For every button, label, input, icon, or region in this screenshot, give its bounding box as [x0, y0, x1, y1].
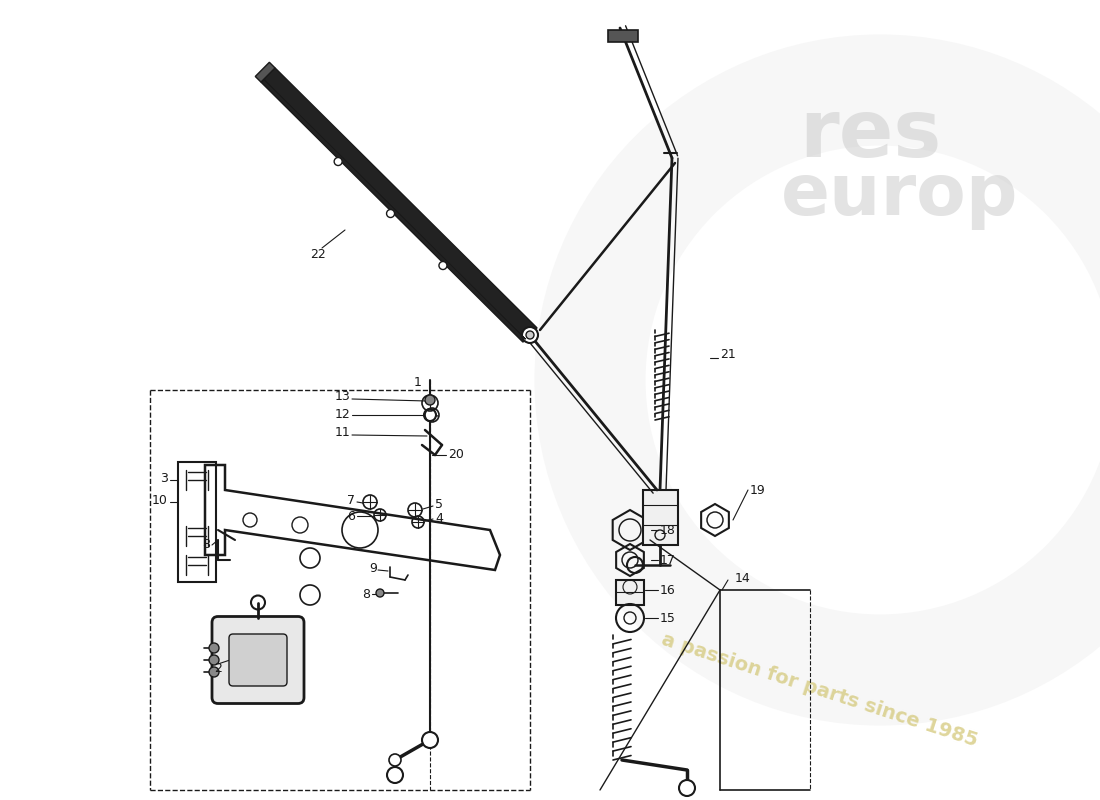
- Circle shape: [425, 395, 435, 405]
- Text: 1: 1: [414, 377, 422, 390]
- Circle shape: [209, 667, 219, 677]
- Circle shape: [387, 767, 403, 783]
- Text: 12: 12: [334, 407, 350, 421]
- Text: 16: 16: [660, 583, 675, 597]
- Text: 9: 9: [370, 562, 377, 574]
- Circle shape: [439, 262, 447, 270]
- Text: 10: 10: [152, 494, 168, 506]
- Text: 14: 14: [735, 571, 750, 585]
- Text: 6: 6: [348, 510, 355, 522]
- FancyBboxPatch shape: [212, 617, 304, 703]
- Text: europ: europ: [781, 161, 1019, 230]
- Polygon shape: [261, 68, 537, 342]
- Circle shape: [209, 643, 219, 653]
- Circle shape: [522, 327, 538, 343]
- Text: 22: 22: [310, 249, 326, 262]
- Text: 8: 8: [362, 587, 370, 601]
- Circle shape: [376, 589, 384, 597]
- Bar: [616, 580, 644, 605]
- Circle shape: [389, 754, 402, 766]
- Polygon shape: [264, 79, 526, 339]
- Circle shape: [209, 655, 219, 665]
- Polygon shape: [255, 62, 275, 82]
- Text: 4: 4: [434, 511, 443, 525]
- Text: 18: 18: [660, 523, 675, 537]
- Text: res: res: [799, 96, 942, 174]
- Text: 20: 20: [448, 449, 464, 462]
- Bar: [644, 490, 678, 545]
- Circle shape: [334, 158, 342, 166]
- Circle shape: [422, 732, 438, 748]
- Text: 5: 5: [434, 498, 443, 510]
- Text: 8: 8: [202, 538, 210, 551]
- Text: 21: 21: [720, 349, 736, 362]
- Text: a passion for parts since 1985: a passion for parts since 1985: [660, 630, 980, 750]
- Bar: [178, 462, 216, 582]
- Text: 13: 13: [334, 390, 350, 403]
- Circle shape: [679, 780, 695, 796]
- Circle shape: [424, 409, 436, 421]
- FancyBboxPatch shape: [229, 634, 287, 686]
- Circle shape: [386, 210, 395, 218]
- Text: 2: 2: [214, 662, 222, 674]
- Text: 15: 15: [660, 611, 675, 625]
- Polygon shape: [608, 30, 638, 42]
- Circle shape: [526, 331, 534, 339]
- Text: 7: 7: [346, 494, 355, 506]
- Text: 17: 17: [660, 554, 675, 566]
- Text: 11: 11: [334, 426, 350, 438]
- Text: 19: 19: [750, 483, 766, 497]
- Text: 3: 3: [161, 471, 168, 485]
